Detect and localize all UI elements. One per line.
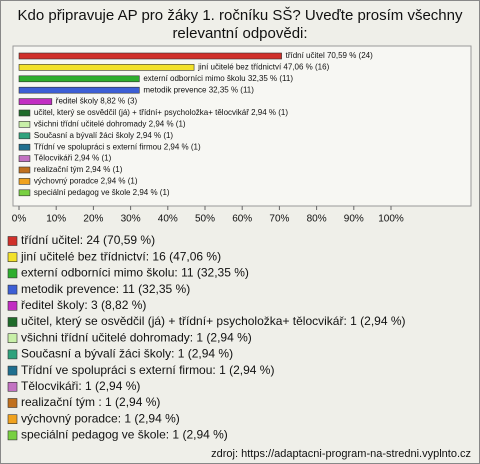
legend-label: Třídní ve spolupráci s externí firmou: 1… [21, 363, 274, 377]
x-tick-label: 0% [12, 214, 27, 225]
source: zdroj: https://adaptacni-program-na-stre… [211, 448, 471, 460]
legend-label: externí odborníci mimo školu: 11 (32,35 … [21, 266, 249, 280]
legend-label: Tělocvikáři: 1 (2,94 %) [21, 379, 140, 393]
legend-label: realizační tým : 1 (2,94 %) [21, 395, 160, 409]
value-label: Tělocvikáři 2,94 % (1) [34, 154, 112, 163]
chart-title: Kdo připravuje AP pro žáky 1. ročníku SŠ… [17, 7, 463, 42]
value-label: ředitel školy 8,82 % (3) [56, 97, 138, 106]
legend-label: třídní učitel: 24 (70,59 %) [21, 233, 155, 247]
bar [18, 64, 195, 71]
legend-swatch [7, 414, 18, 425]
legend-label: metodik prevence: 11 (32,35 %) [21, 282, 190, 296]
legend-swatch [7, 236, 18, 246]
value-label: Třídní ve spolupráci s externí firmou 2,… [34, 142, 201, 151]
legend-label: všichni třídní učitelé dohromady: 1 (2,9… [21, 330, 252, 344]
bar [18, 143, 31, 151]
x-tick-label: 30% [121, 214, 141, 225]
x-tick-label: 20% [83, 214, 103, 225]
legend-swatch [7, 252, 18, 262]
value-label: speciální pedagog ve škole 2,94 % (1) [34, 188, 170, 197]
legend-swatch [7, 317, 18, 327]
value-label: metodik prevence 32,35 % (11) [143, 85, 254, 94]
bar [18, 98, 53, 105]
bar [18, 178, 31, 185]
value-label: výchovný poradce 2,94 % (1) [34, 177, 138, 186]
legend-swatch [7, 349, 18, 360]
bar [18, 189, 31, 197]
bar [18, 86, 140, 94]
bar [18, 109, 31, 117]
legend-swatch [7, 398, 18, 408]
legend-swatch [7, 430, 18, 441]
x-tick-label: 70% [269, 214, 289, 225]
value-label: externí odborníci mimo školu 32,35 % (11… [143, 74, 293, 83]
value-label: všichni třídní učitelé dohromady 2,94 % … [34, 120, 186, 129]
value-label: třídní učitel 70,59 % (24) [286, 51, 373, 60]
plot-area [12, 45, 472, 207]
legend-label: učitel, který se osvědčil (já) + třídní+… [21, 314, 406, 328]
legend-swatch [7, 300, 18, 311]
x-tick-label: 80% [307, 214, 327, 225]
legend-swatch [7, 381, 18, 392]
value-label: Současní a bývalí žáci školy 2,94 % (1) [34, 131, 174, 140]
legend-swatch [7, 284, 18, 295]
bar [18, 121, 31, 128]
value-label: realizační tým 2,94 % (1) [34, 165, 123, 174]
value-label: učitel, který se osvědčil (já) + třídní+… [34, 108, 288, 117]
legend-label: výchovný poradce: 1 (2,94 %) [21, 411, 180, 425]
legend-swatch [7, 268, 18, 279]
x-tick-label: 50% [195, 214, 215, 225]
value-label: jiní učitelé bez třídnictví 47,06 % (16) [197, 63, 330, 72]
legend-label: jiní učitelé bez třídnictví: 16 (47,06 %… [20, 249, 221, 263]
legend-swatch [7, 333, 18, 344]
x-tick-label: 100% [378, 214, 404, 225]
legend-label: Současní a bývalí žáci školy: 1 (2,94 %) [21, 347, 233, 361]
bar [18, 166, 31, 174]
bar [18, 75, 140, 83]
bar [18, 52, 282, 60]
legend-swatch [7, 365, 18, 376]
x-tick-label: 40% [158, 214, 178, 225]
bar [18, 132, 31, 140]
x-tick-label: 60% [232, 214, 252, 225]
legend-label: ředitel školy: 3 (8,82 %) [21, 298, 146, 312]
legend-label: speciální pedagog ve škole: 1 (2,94 %) [21, 428, 228, 442]
x-tick-label: 90% [344, 214, 364, 225]
bar [18, 155, 31, 162]
x-tick-label: 10% [46, 214, 66, 225]
